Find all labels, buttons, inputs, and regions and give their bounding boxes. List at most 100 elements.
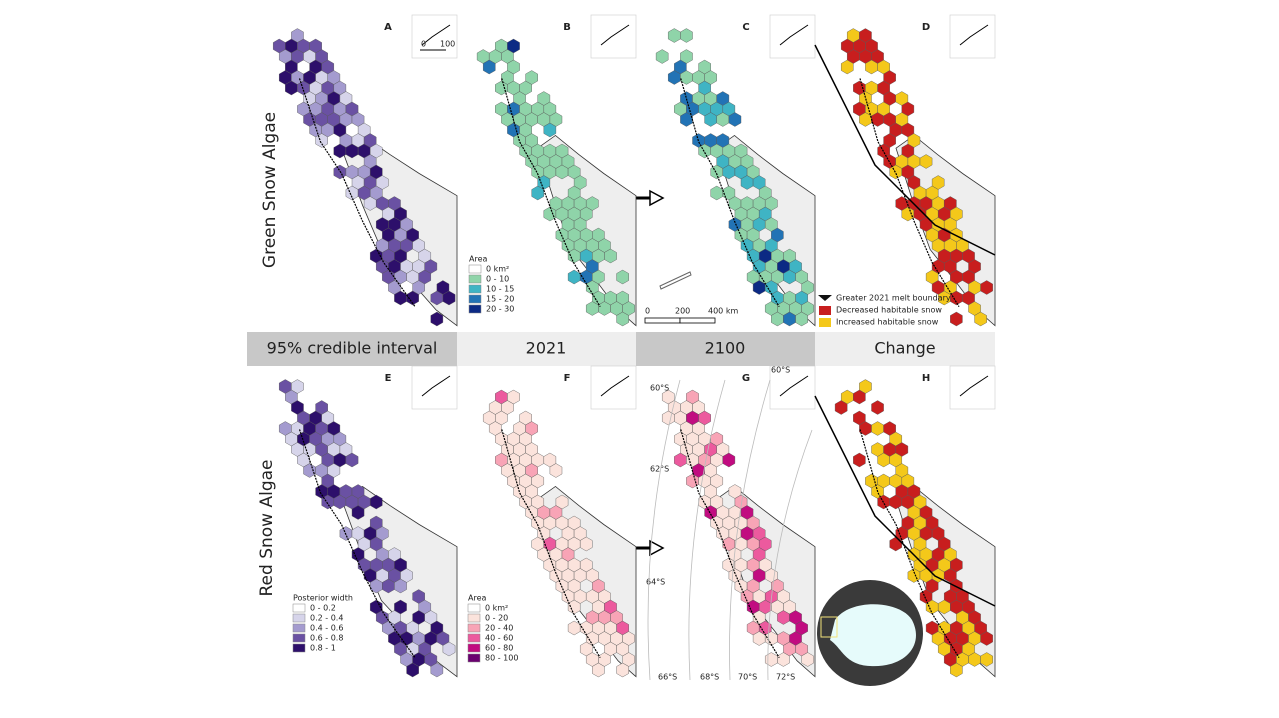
inset-box [590,365,637,410]
hexagon [950,311,963,327]
latitude-label: 60°S [650,384,669,393]
row-label: Red Snow Algae [257,460,277,597]
hexagon [834,400,848,415]
legend-label: 10 - 15 [486,285,514,294]
legend-title: Posterior width [293,594,353,603]
hexagon [430,311,444,327]
scale-label: 100 [440,40,455,49]
scale-bar [644,317,681,324]
latitude-label: 62°S [650,465,669,474]
hexagon [543,122,557,138]
panel-letter: E [385,373,392,384]
legend-swatch [818,295,832,301]
legend-swatch [292,623,306,633]
map-panel: F [483,365,637,678]
hexagon [801,652,814,667]
map-panel: G [662,365,816,678]
legend-label: 0.6 - 0.8 [310,634,343,643]
map-panel: B [476,14,637,327]
hexagon [616,269,629,285]
column-label: 2021 [526,339,567,358]
latitude-label: 72°S [776,673,795,682]
hexagon [604,248,617,264]
map-panel: C [655,14,816,327]
inset-box [769,365,816,410]
inset-coast [600,375,630,397]
legend-swatch [467,633,481,643]
inset-box [769,14,816,59]
legend-swatch [468,264,482,274]
legend-title: Area [468,594,487,603]
panel-letter: B [563,22,571,33]
coastline [298,429,416,658]
hexagon [728,112,742,127]
hexagon [795,311,808,327]
hexagon [580,536,593,552]
hexagon [777,652,790,667]
inset-box [411,365,458,410]
column-label: Change [874,339,935,358]
panel-letter: C [742,22,749,33]
hexagon [406,662,419,678]
hexagon [853,452,866,468]
legend-label: 15 - 20 [486,295,514,304]
legend-label: 0.4 - 0.6 [310,624,343,633]
coastline [859,429,960,658]
inset-coast [600,24,630,46]
coastline [680,429,780,658]
hexagon [841,59,854,75]
hexagon [974,311,987,327]
legend-label: 40 - 60 [485,634,513,643]
locator-box [820,616,838,638]
legend-label: Increased habitable snow [836,318,939,327]
legend-label: 60 - 80 [485,644,513,653]
inset-coast [959,24,989,46]
hexagon [370,494,383,510]
hexagon [616,662,629,678]
graticule [767,429,813,681]
inset-coast [421,24,451,46]
legend-swatch [467,643,481,653]
scale-bar [679,317,716,324]
legend-swatch [467,623,481,633]
legend-swatch [292,603,306,613]
hexagon [950,662,963,678]
legend-label: 0 km² [485,604,508,613]
panel-letter: F [564,373,571,384]
hexagon [616,311,629,327]
legend-label: 0 - 10 [486,275,509,284]
legend-swatch [468,304,482,314]
map-panel: A [273,14,458,327]
hexagon [980,280,993,295]
panel-letter: D [922,22,930,33]
row-label: Green Snow Algae [260,112,280,268]
melt-boundary [814,395,996,607]
hexagon [980,631,993,646]
hexagon [722,452,736,468]
legend-label: 20 - 30 [486,305,514,314]
legend-label: 80 - 100 [485,654,518,663]
hexagon [406,290,419,306]
coastline [298,78,416,307]
map-panel: H [814,365,996,678]
latitude-label: 60°S [771,366,790,375]
column-label: 95% credible interval [267,339,438,358]
legend-label: 20 - 40 [485,624,513,633]
antarctica [830,604,916,667]
legend-label: Greater 2021 melt boundary [836,294,951,303]
legend-swatch [467,603,481,613]
hexagon [655,49,669,64]
hexagon [549,463,563,478]
legend-swatch [467,653,481,663]
hexagon [442,641,456,657]
hexagon [345,452,359,468]
coastline [859,78,960,307]
coastline [501,429,601,658]
coastline [501,78,601,307]
legend-swatch [468,294,482,304]
hexagon [680,112,693,127]
scale-label: 200 [675,307,690,316]
hexagon [871,400,884,415]
hexagon [680,28,693,43]
inset-coast [421,375,451,397]
